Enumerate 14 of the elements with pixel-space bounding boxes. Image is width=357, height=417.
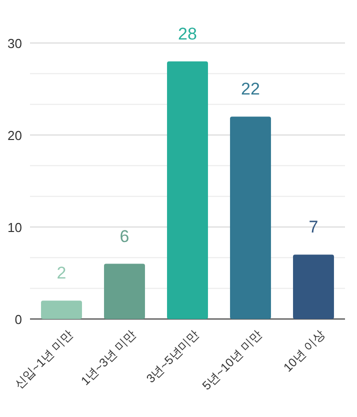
bar — [41, 300, 82, 319]
bar — [230, 116, 271, 319]
data-label: 28 — [178, 24, 197, 44]
y-tick-label: 20 — [8, 128, 22, 143]
bar — [293, 254, 334, 319]
y-tick-label: 10 — [8, 220, 22, 235]
data-label: 6 — [120, 226, 130, 246]
data-label: 2 — [56, 264, 66, 283]
y-tick-label: 0 — [14, 312, 22, 327]
data-label: 22 — [241, 80, 260, 99]
y-tick-label: 30 — [8, 36, 22, 51]
bar — [104, 264, 145, 319]
data-label: 7 — [308, 218, 318, 237]
bar — [167, 61, 208, 319]
